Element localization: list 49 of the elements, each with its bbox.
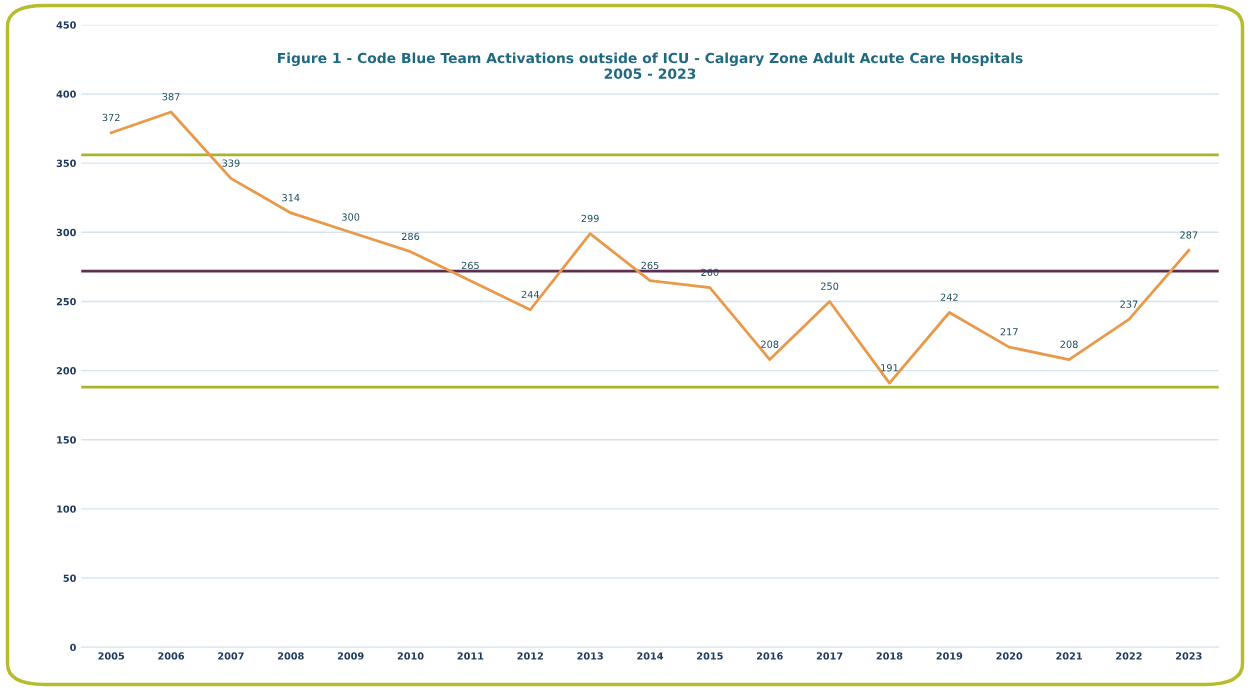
y-tick-label: 50 xyxy=(63,574,76,582)
x-tick-label: 2014 xyxy=(637,652,664,660)
data-label: 339 xyxy=(222,159,240,167)
data-label: 265 xyxy=(641,261,659,270)
data-label: 217 xyxy=(1000,328,1018,336)
x-tick-label: 2007 xyxy=(218,652,244,660)
data-label: 208 xyxy=(1060,340,1078,348)
x-tick-label: 2021 xyxy=(1056,652,1082,660)
data-label: 250 xyxy=(821,282,839,290)
data-label: 300 xyxy=(342,213,360,221)
x-tick-label: 2008 xyxy=(278,652,304,660)
y-tick-label: 0 xyxy=(70,643,76,652)
y-tick-label: 300 xyxy=(56,228,76,237)
y-tick-label: 450 xyxy=(56,21,76,29)
x-tick-label: 2023 xyxy=(1176,652,1202,660)
x-tick-label: 2019 xyxy=(936,652,963,660)
data-label: 237 xyxy=(1120,300,1138,308)
data-label: 208 xyxy=(761,340,779,348)
text: Figure 1 - Code Blue Team Activations outside of ICU - Calgary Zone Adult Acute Care Hospitals 2005 - 2023 xyxy=(278,52,1023,79)
data-label: 244 xyxy=(521,290,539,299)
x-tick-label: 2006 xyxy=(158,652,185,660)
x-tick-label: 2015 xyxy=(697,652,723,660)
x-tick-label: 2018 xyxy=(876,652,903,660)
x-tick-label: 2020 xyxy=(996,652,1023,660)
x-tick-label: 2013 xyxy=(577,652,603,660)
y-tick-label: 200 xyxy=(56,367,76,375)
data-label: 299 xyxy=(581,214,599,223)
x-tick-label: 2017 xyxy=(816,652,843,660)
y-tick-label: 350 xyxy=(56,159,76,167)
x-tick-label: 2010 xyxy=(397,652,424,660)
data-label: 287 xyxy=(1180,231,1198,239)
x-tick-label: 2016 xyxy=(756,652,783,660)
y-tick-label: 100 xyxy=(57,505,76,513)
data-label: 260 xyxy=(701,268,719,277)
data-label: 265 xyxy=(461,261,479,270)
x-tick-label: 2012 xyxy=(517,652,543,660)
x-tick-label: 2011 xyxy=(457,652,484,660)
y-tick-label: 250 xyxy=(56,297,76,306)
x-tick-label: 2009 xyxy=(337,652,364,660)
data-label: 387 xyxy=(162,93,180,101)
x-tick-label: 2005 xyxy=(98,652,125,660)
y-tick-label: 150 xyxy=(57,436,76,444)
data-label: 372 xyxy=(102,113,120,122)
y-tick-label: 400 xyxy=(56,90,76,98)
x-tick-label: 2022 xyxy=(1116,652,1142,660)
data-label: 191 xyxy=(881,364,898,372)
data-label: 286 xyxy=(401,232,420,241)
data-label: 314 xyxy=(282,193,300,202)
data-label: 242 xyxy=(940,293,958,301)
